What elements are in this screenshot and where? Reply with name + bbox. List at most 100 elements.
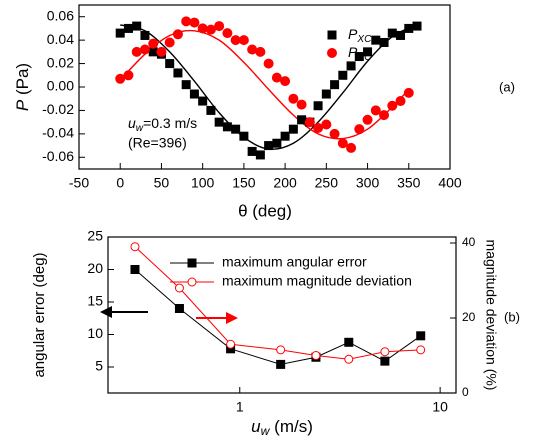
marker xyxy=(255,46,266,57)
marker xyxy=(371,35,381,45)
marker xyxy=(272,138,282,148)
marker xyxy=(197,23,208,34)
marker xyxy=(379,110,390,121)
y-tick-label: 0.02 xyxy=(47,54,74,70)
y2-tick-label: 40 xyxy=(462,235,476,249)
annotation: uw=0.3 m/s xyxy=(128,115,197,134)
marker xyxy=(370,105,381,116)
x-tick-label: 200 xyxy=(273,175,297,191)
legend-label: maximum angular error xyxy=(222,254,367,270)
left-arrow xyxy=(100,306,148,318)
marker xyxy=(296,99,307,110)
panel-label: (b) xyxy=(504,309,520,324)
marker xyxy=(132,21,142,31)
x-tick-label: 0 xyxy=(116,175,124,191)
marker xyxy=(181,16,192,27)
marker xyxy=(148,38,159,49)
marker xyxy=(380,356,390,366)
y-tick-label: 5 xyxy=(95,358,103,374)
marker xyxy=(330,80,340,90)
legend-marker xyxy=(187,277,197,287)
y-tick-label: 0.04 xyxy=(47,31,74,47)
marker xyxy=(130,242,140,252)
right-arrow xyxy=(196,312,238,324)
marker xyxy=(362,114,373,125)
marker xyxy=(189,17,200,28)
y-tick-label: 0.00 xyxy=(47,78,74,94)
marker xyxy=(123,23,133,33)
x-tick-label: 1 xyxy=(236,399,244,415)
y-tick-label: 25 xyxy=(87,228,103,244)
marker xyxy=(416,331,426,341)
marker xyxy=(131,46,142,57)
marker xyxy=(416,345,426,355)
marker xyxy=(276,345,286,355)
marker xyxy=(214,117,224,127)
marker xyxy=(280,76,291,87)
marker xyxy=(403,87,414,98)
marker xyxy=(329,128,340,139)
marker xyxy=(264,141,274,151)
y-tick-label: 20 xyxy=(87,260,103,276)
marker xyxy=(214,21,225,32)
x-tick-label: 100 xyxy=(191,175,215,191)
marker xyxy=(226,339,236,349)
marker xyxy=(311,351,321,360)
legend-label: PYC xyxy=(348,44,372,63)
marker xyxy=(174,304,184,313)
marker xyxy=(412,21,422,31)
marker xyxy=(297,115,307,125)
marker xyxy=(338,70,348,80)
marker xyxy=(172,29,183,40)
marker xyxy=(148,47,158,57)
marker xyxy=(344,354,354,364)
x-tick-label: -50 xyxy=(69,175,89,191)
x-tick-label: 50 xyxy=(154,175,170,191)
panel-label: (a) xyxy=(499,79,515,94)
marker xyxy=(164,37,175,48)
y-tick-label: -0.06 xyxy=(42,148,74,164)
marker xyxy=(222,28,233,39)
marker xyxy=(321,89,331,99)
marker xyxy=(115,28,125,38)
marker xyxy=(205,24,216,35)
marker xyxy=(156,46,167,57)
marker xyxy=(247,44,258,55)
marker xyxy=(263,58,274,69)
marker xyxy=(255,150,265,160)
y-tick-label: 15 xyxy=(87,293,103,309)
marker xyxy=(139,44,150,55)
x-axis-label: uw (m/s) xyxy=(251,417,313,438)
marker xyxy=(276,359,286,369)
series-line xyxy=(134,246,421,360)
marker xyxy=(387,28,397,38)
legend-label: maximum magnitude deviation xyxy=(222,273,412,289)
x-tick-label: 400 xyxy=(438,175,462,191)
marker xyxy=(173,68,183,78)
marker xyxy=(379,37,389,47)
marker xyxy=(288,124,298,134)
marker xyxy=(280,131,290,141)
x-axis-label: θ (deg) xyxy=(238,201,292,220)
legend-marker xyxy=(187,258,197,268)
marker xyxy=(313,123,324,133)
series-line xyxy=(134,269,422,365)
marker xyxy=(346,142,357,153)
y-tick-label: -0.02 xyxy=(42,101,74,117)
marker xyxy=(346,61,356,71)
marker xyxy=(198,96,208,106)
marker xyxy=(363,47,373,57)
legend-marker xyxy=(327,48,337,58)
marker xyxy=(396,30,406,40)
marker xyxy=(247,146,257,156)
fit-line xyxy=(119,29,410,140)
x-tick-label: 150 xyxy=(232,175,256,191)
legend-marker xyxy=(327,30,337,40)
y-axis-label: P (Pa) xyxy=(13,63,32,111)
marker xyxy=(380,347,390,357)
x-tick-label: 300 xyxy=(356,175,380,191)
marker xyxy=(189,89,199,99)
marker xyxy=(337,138,348,149)
y2-axis-label: magnitude deviation (%) xyxy=(483,240,499,391)
